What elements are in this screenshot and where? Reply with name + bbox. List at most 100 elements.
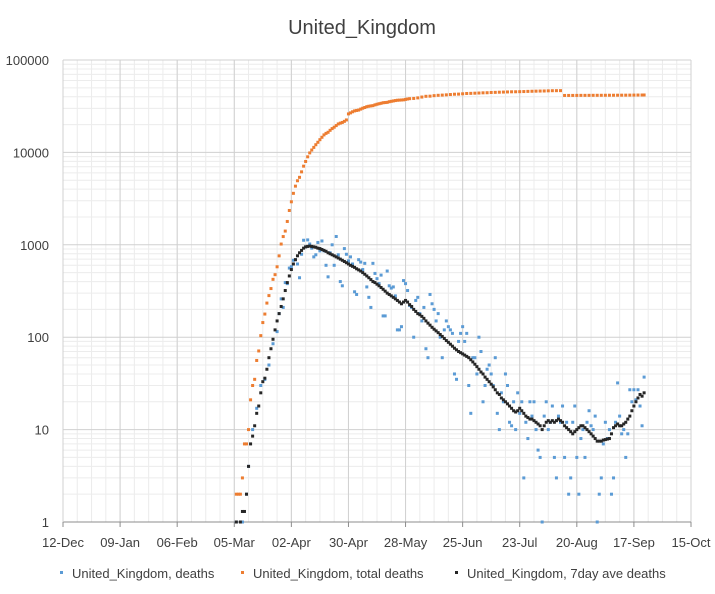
data-point [344, 118, 348, 122]
data-point [353, 290, 357, 294]
data-point [461, 92, 465, 96]
data-point [320, 247, 324, 251]
data-point [367, 104, 371, 108]
data-point [622, 428, 626, 432]
data-point [424, 347, 428, 351]
data-point [265, 301, 269, 305]
data-point [424, 94, 428, 98]
data-point [289, 265, 293, 269]
data-point [275, 319, 279, 323]
data-point [465, 354, 469, 358]
data-point [283, 281, 287, 285]
data-point [561, 404, 565, 408]
data-point [632, 404, 636, 408]
data-point [369, 104, 373, 108]
data-point [361, 271, 365, 275]
data-point [481, 400, 485, 404]
data-point [436, 93, 440, 97]
x-tick-label: 20-Aug [556, 535, 598, 550]
data-point [591, 428, 595, 432]
data-point [448, 93, 452, 97]
data-point [385, 100, 389, 104]
data-point [285, 281, 289, 285]
data-point [605, 437, 609, 441]
data-point [587, 409, 591, 413]
legend-marker [60, 571, 63, 574]
data-point [446, 340, 450, 344]
data-point [461, 352, 465, 356]
data-point [532, 400, 536, 404]
data-point [550, 404, 554, 408]
data-point [338, 257, 342, 261]
data-point [640, 394, 644, 398]
data-point [452, 92, 456, 96]
data-point [242, 509, 246, 513]
data-point [540, 428, 544, 432]
data-point [353, 265, 357, 269]
data-point [377, 102, 381, 106]
data-point [404, 97, 408, 101]
data-point [444, 319, 448, 323]
data-point [607, 428, 611, 432]
data-point [432, 307, 436, 311]
data-point [552, 420, 556, 424]
data-point [609, 492, 613, 496]
data-point [624, 93, 628, 97]
data-point [463, 339, 467, 343]
data-point [320, 239, 324, 243]
data-point [503, 400, 507, 404]
data-point [389, 286, 393, 290]
data-point [373, 103, 377, 107]
data-point [559, 420, 563, 424]
x-tick-label: 15-Oct [671, 535, 710, 550]
x-tick-label: 25-Jun [443, 535, 483, 550]
data-point [269, 287, 273, 291]
data-point [340, 258, 344, 262]
data-point [538, 89, 542, 93]
data-point [381, 314, 385, 318]
data-point [483, 384, 487, 388]
data-point [312, 245, 316, 249]
data-point [285, 219, 289, 223]
data-point [236, 492, 240, 496]
data-point [393, 297, 397, 301]
data-point [436, 312, 440, 316]
data-point [538, 455, 542, 459]
data-point [240, 520, 244, 524]
data-point [471, 360, 475, 364]
data-point [263, 376, 267, 380]
data-point [373, 271, 377, 275]
data-point [348, 263, 352, 267]
data-point [512, 409, 516, 413]
data-point [361, 106, 365, 110]
data-point [585, 420, 589, 424]
data-point [389, 294, 393, 298]
data-point [408, 303, 412, 307]
data-point [324, 249, 328, 253]
data-point [326, 130, 330, 134]
data-point [491, 385, 495, 389]
data-point [383, 101, 387, 105]
data-point [534, 420, 538, 424]
legend: United_Kingdom, deaths United_Kingdom, to… [60, 566, 666, 581]
data-point [275, 265, 279, 269]
data-point [355, 292, 359, 296]
data-point [363, 105, 367, 109]
data-point [310, 148, 314, 152]
data-point [332, 254, 336, 258]
data-point [603, 420, 607, 424]
data-point [355, 108, 359, 112]
data-point [455, 377, 459, 381]
data-point [599, 93, 603, 97]
data-point [497, 428, 501, 432]
data-point [459, 351, 463, 355]
data-point [636, 388, 640, 392]
data-point [289, 268, 293, 272]
data-point [287, 274, 291, 278]
data-point [302, 164, 306, 168]
data-point [510, 424, 514, 428]
data-point [251, 384, 255, 388]
data-point [336, 256, 340, 260]
data-point [434, 319, 438, 323]
data-point [550, 419, 554, 423]
